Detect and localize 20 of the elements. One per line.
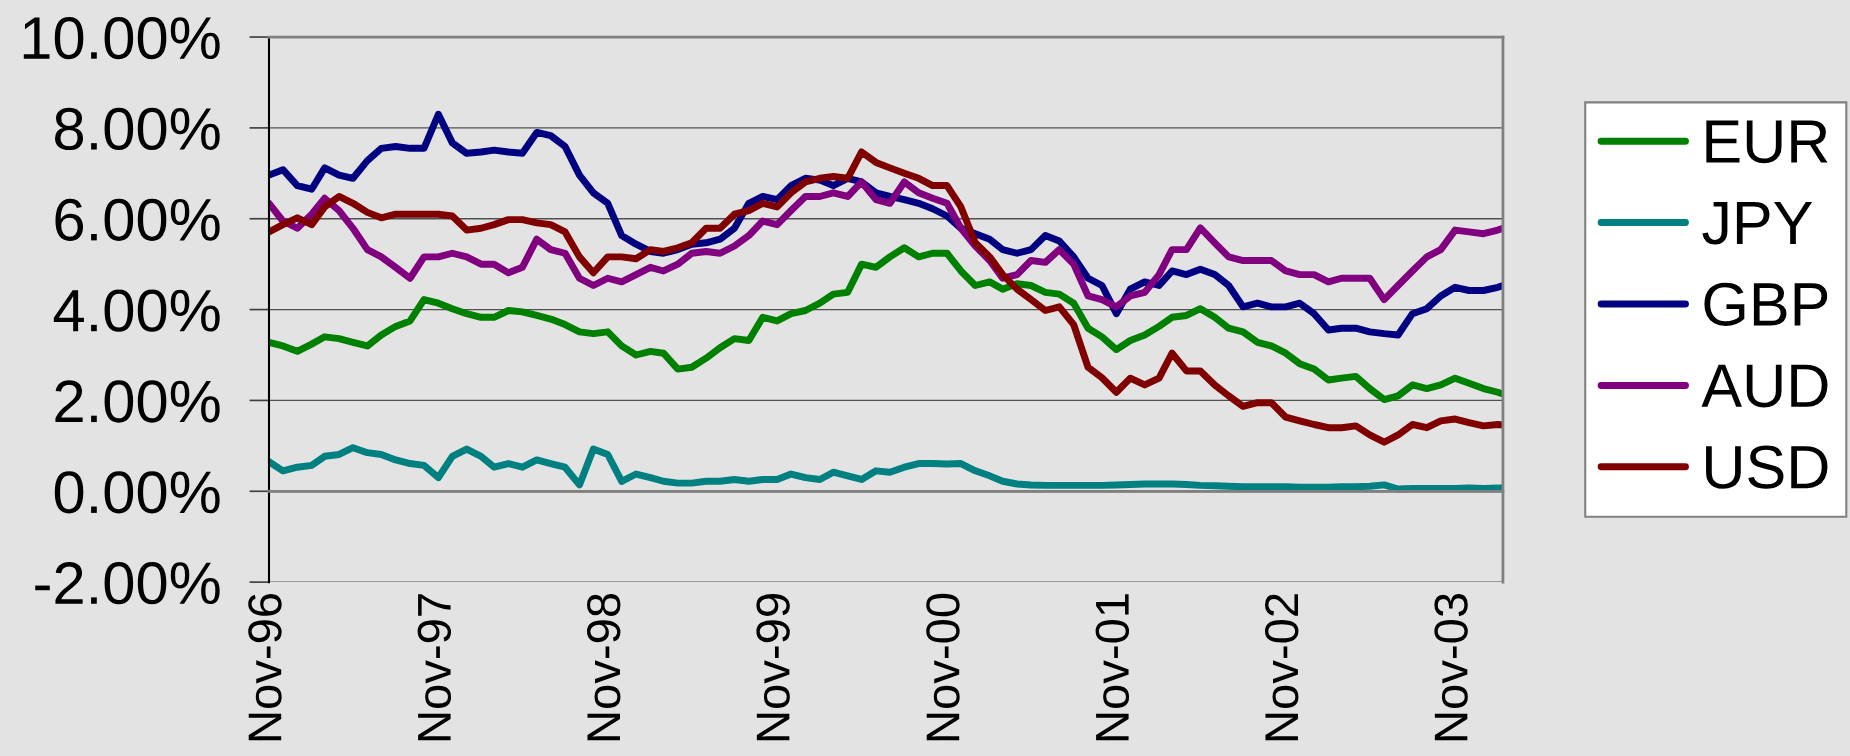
legend-label: AUD [1701, 364, 1828, 408]
y-tick-label: -2.00% [35, 562, 220, 605]
y-tick-label: 0.00% [54, 471, 220, 514]
y-tick-label: 6.00% [55, 198, 220, 241]
x-tick-label: Nov-01 [1095, 594, 1130, 741]
legend-label: GBP [1704, 282, 1828, 326]
y-tick-label: 2.00% [55, 380, 220, 423]
legend-label: USD [1706, 445, 1828, 489]
legend-label: EUR [1706, 120, 1828, 164]
x-tick-label: Nov-02 [1264, 594, 1299, 741]
x-tick-label: Nov-97 [417, 594, 452, 741]
y-tick-label: 8.00% [55, 107, 220, 151]
y-tick-label: 4.00% [53, 289, 220, 332]
x-tick-label: Nov-03 [1434, 593, 1468, 741]
x-tick-label: Nov-99 [756, 594, 790, 741]
x-tick-label: Nov-98 [586, 593, 621, 741]
x-tick-label: Nov-96 [248, 593, 282, 741]
x-tick-label: Nov-00 [926, 593, 960, 741]
y-tick-label: 10.00% [23, 16, 220, 60]
legend-label: JPY [1702, 201, 1813, 245]
